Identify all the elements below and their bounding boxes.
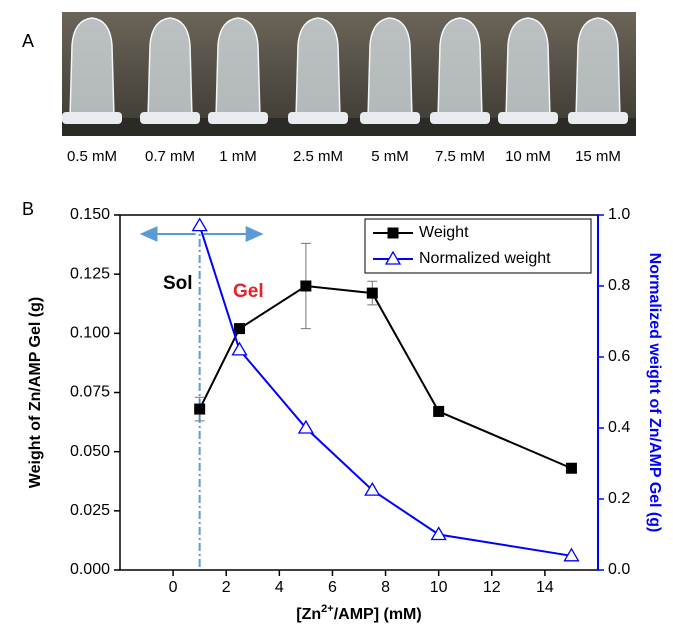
x-tick-label: 2 <box>222 579 231 596</box>
tube <box>215 17 261 119</box>
data-point <box>194 403 206 415</box>
y-tick-label: 0.150 <box>70 206 110 223</box>
y2-tick-label: 0.0 <box>608 561 630 578</box>
tube-cap <box>430 112 490 124</box>
tube <box>575 17 621 119</box>
y2-axis-title: Normalized weight of Zn/AMP Gel (g) <box>646 253 663 533</box>
tube <box>437 17 483 119</box>
legend-marker <box>384 250 402 265</box>
tube-label: 15 mM <box>575 148 621 165</box>
tube-label: 10 mM <box>505 148 551 165</box>
data-point <box>364 481 381 496</box>
tube-cap <box>498 112 558 124</box>
y-tick-label: 0.125 <box>70 265 110 282</box>
annotation: Gel <box>233 281 264 302</box>
x-tick-label: 6 <box>328 579 337 596</box>
x-axis-title-part: /AMP] (mM) <box>334 606 422 623</box>
y-axis-title: Weight of Zn/AMP Gel (g) <box>27 297 44 488</box>
data-point <box>234 323 245 335</box>
x-tick-label: 8 <box>381 579 390 596</box>
photo-shelf <box>62 118 636 136</box>
series-line <box>198 225 572 557</box>
legend-marker <box>387 227 399 239</box>
data-point <box>430 526 447 541</box>
tube-cap <box>62 112 122 124</box>
y2-tick-label: 0.6 <box>608 348 630 365</box>
tube <box>505 17 551 119</box>
tube-label: 7.5 mM <box>435 148 485 165</box>
y2-tick-label: 1.0 <box>608 206 630 223</box>
y2-tick-label: 0.2 <box>608 490 630 507</box>
x-tick-label: 10 <box>430 579 448 596</box>
data-point <box>191 217 208 232</box>
data-point <box>300 280 312 292</box>
series-line <box>198 284 572 470</box>
tube <box>147 17 193 119</box>
y-tick-label: 0.100 <box>70 325 110 342</box>
data-point <box>366 287 378 299</box>
legend-label: Weight <box>419 224 469 241</box>
tube-label: 2.5 mM <box>293 148 343 165</box>
tube-cap <box>360 112 420 124</box>
tube-label: 0.7 mM <box>145 148 195 165</box>
x-tick-label: 4 <box>275 579 284 596</box>
y-tick-label: 0.075 <box>70 384 110 401</box>
tube-label: 5 mM <box>371 148 409 165</box>
data-point <box>565 462 577 474</box>
annotation: Sol <box>163 273 193 294</box>
y-tick-label: 0.000 <box>70 561 110 578</box>
x-axis-title: [Zn2+/AMP] (mM) <box>296 603 421 623</box>
x-tick-label: 0 <box>169 579 178 596</box>
tube <box>295 17 341 119</box>
x-axis-title-part: [Zn <box>296 606 321 623</box>
y-tick-label: 0.050 <box>70 443 110 460</box>
x-tick-label: 14 <box>536 579 554 596</box>
tube <box>69 17 115 119</box>
tubes <box>62 17 628 124</box>
y2-tick-label: 0.4 <box>608 419 630 436</box>
x-tick-label: 12 <box>483 579 501 596</box>
y-tick-label: 0.025 <box>70 502 110 519</box>
tube-cap <box>208 112 268 124</box>
tube-cap <box>568 112 628 124</box>
tube-cap <box>288 112 348 124</box>
tube-label: 1 mM <box>219 148 257 165</box>
data-point <box>563 547 580 562</box>
tube <box>367 17 413 119</box>
panel-label: A <box>22 31 34 51</box>
data-point <box>297 419 315 434</box>
tube-label: 0.5 mM <box>67 148 117 165</box>
data-point <box>231 341 248 356</box>
legend-box <box>364 218 592 274</box>
y2-tick-label: 0.8 <box>608 277 630 294</box>
panel-label: B <box>22 199 34 219</box>
tube-cap <box>140 112 200 124</box>
legend-label: Normalized weight <box>419 250 551 267</box>
x-axis-title-part: 2+ <box>321 603 334 615</box>
data-point <box>433 405 445 417</box>
